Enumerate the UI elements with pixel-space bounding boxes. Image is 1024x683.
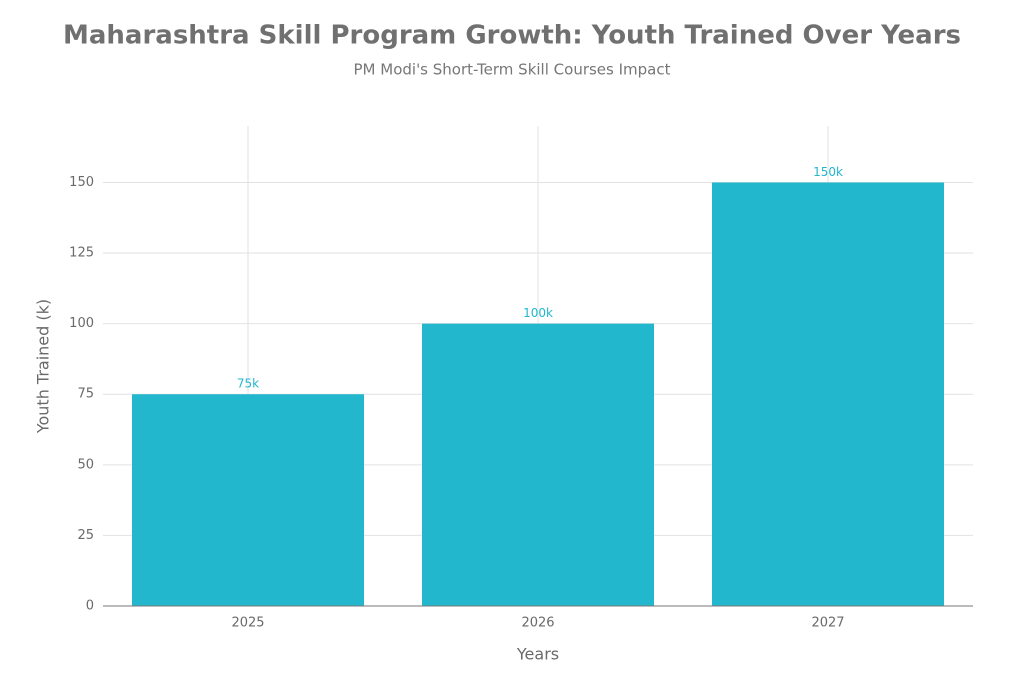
y-tick-label: 125 <box>69 246 94 261</box>
x-tick-label: 2025 <box>231 616 264 631</box>
chart-title: Maharashtra Skill Program Growth: Youth … <box>63 21 961 51</box>
y-tick-label: 25 <box>77 528 94 543</box>
value-label: 75k <box>237 377 259 391</box>
x-tick-label: 2026 <box>521 616 554 631</box>
x-tick-label: 2027 <box>811 616 844 631</box>
value-label: 150k <box>813 165 843 179</box>
bar <box>132 394 364 606</box>
value-label: 100k <box>523 306 553 320</box>
y-axis-label: Youth Trained (k) <box>34 299 53 434</box>
bar <box>422 323 654 606</box>
y-tick-label: 50 <box>77 457 94 472</box>
y-tick-label: 150 <box>69 175 94 190</box>
y-tick-label: 0 <box>86 599 94 614</box>
bar <box>712 182 944 606</box>
chart-subtitle: PM Modi's Short-Term Skill Courses Impac… <box>354 61 671 79</box>
y-tick-label: 75 <box>77 387 94 402</box>
x-axis-label: Years <box>516 645 559 664</box>
y-tick-label: 100 <box>69 316 94 331</box>
